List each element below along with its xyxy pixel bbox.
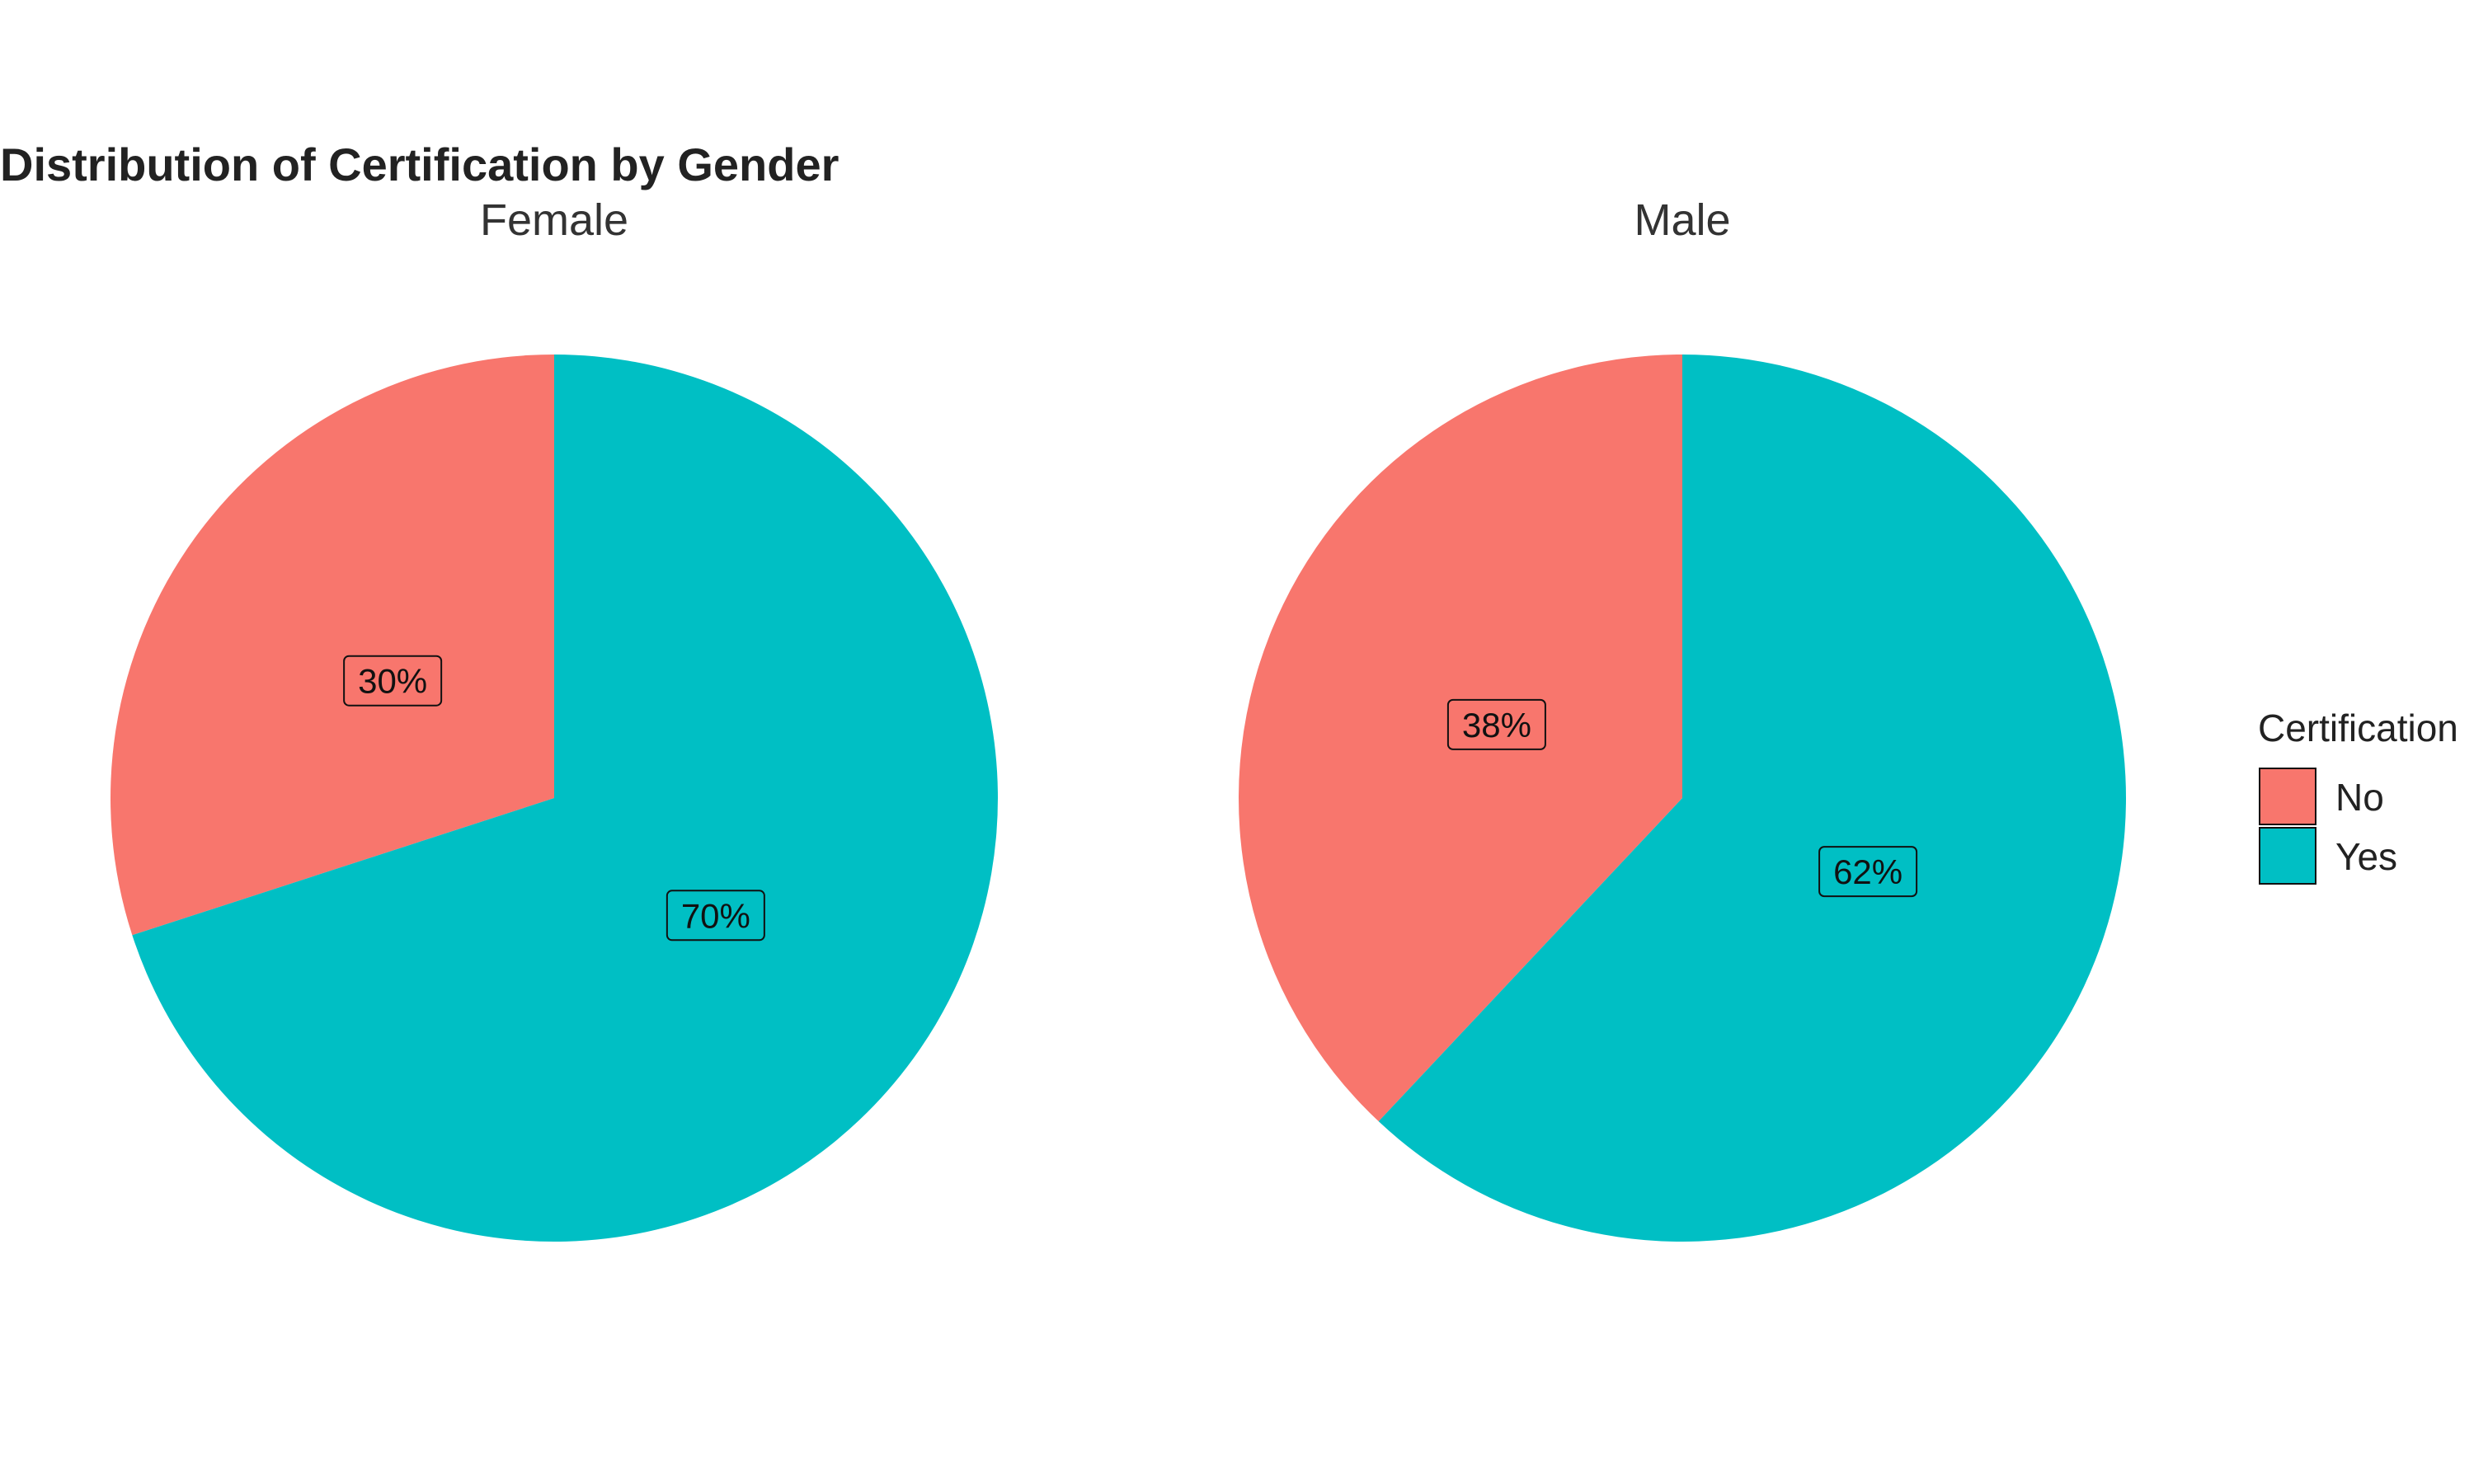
legend: Certification No Yes: [2258, 707, 2458, 885]
legend-label-yes: Yes: [2335, 835, 2397, 878]
pie-panel-female: Female 30% 70%: [110, 195, 998, 1242]
pie-panels: Female 30% 70% Male 38% 62%: [110, 195, 2126, 1242]
slice-label-male-yes: 62%: [1818, 846, 1918, 898]
legend-label-no: No: [2335, 776, 2384, 819]
svg-text:62%: 62%: [1833, 852, 1903, 891]
pie-slice-female-yes: [132, 355, 998, 1242]
svg-text:30%: 30%: [358, 662, 427, 701]
svg-text:70%: 70%: [681, 896, 750, 935]
legend-title: Certification: [2258, 707, 2458, 749]
slice-label-female-no: 30%: [343, 655, 443, 707]
pie-slice-female-no: [110, 355, 555, 936]
facet-label-female: Female: [480, 195, 628, 245]
slice-label-male-no: 38%: [1446, 698, 1546, 750]
pie-slice-male-yes: [1378, 355, 2126, 1242]
legend-key-no: [2259, 768, 2316, 825]
svg-text:38%: 38%: [1462, 706, 1531, 744]
chart-title: Distribution of Certification by Gender: [0, 139, 839, 190]
facet-label-male: Male: [1634, 195, 1730, 245]
slice-label-female-yes: 70%: [666, 890, 765, 942]
legend-key-yes: [2259, 827, 2316, 885]
pie-panel-male: Male 38% 62%: [1239, 195, 2126, 1242]
